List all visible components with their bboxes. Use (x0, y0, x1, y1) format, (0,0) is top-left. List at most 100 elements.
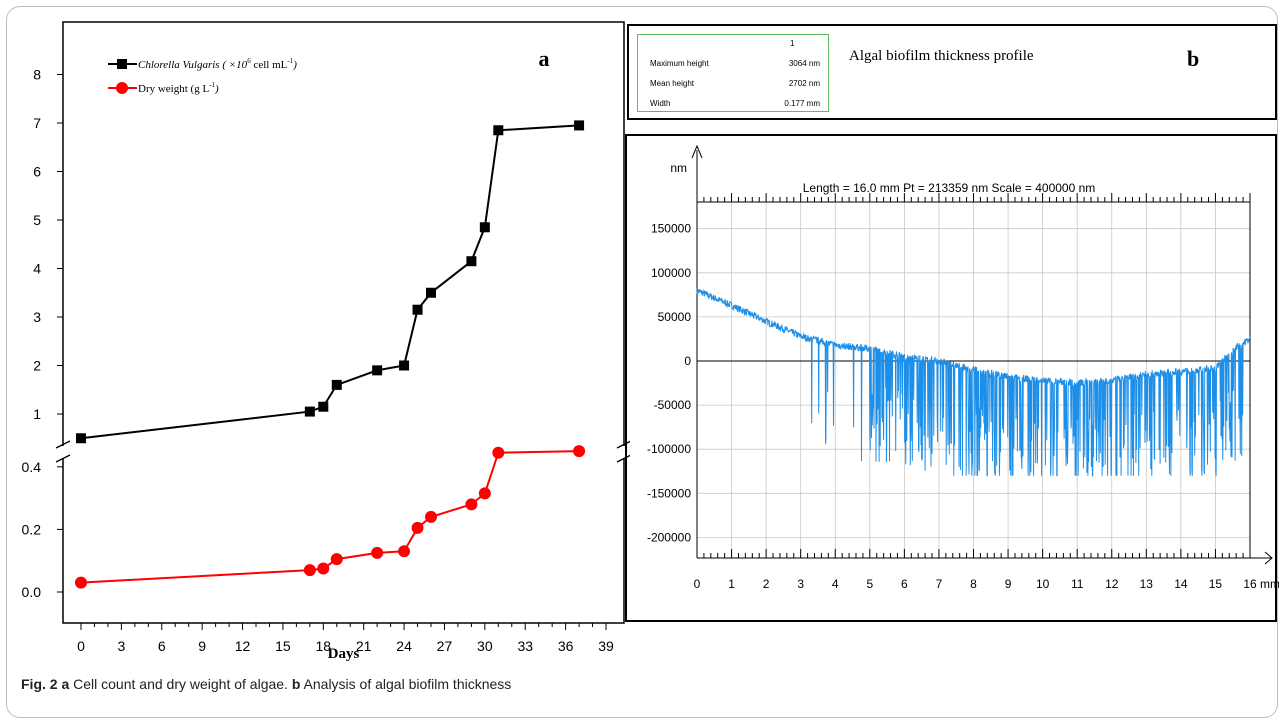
y-tick-label: 8 (33, 67, 41, 83)
data-point (372, 365, 383, 376)
caption-text-a: Cell count and dry weight of algae. (73, 676, 288, 692)
data-point (412, 304, 423, 315)
data-point (303, 564, 316, 577)
data-point (318, 401, 329, 412)
x-tick-label: 15 (1209, 577, 1223, 591)
data-point (330, 553, 343, 566)
x-axis-arrow (1264, 551, 1273, 565)
chart-b: 0 1 2 3 4 5 6 7 8 9 10 11 12 13 14 15 16 mm15000010000050… (647, 144, 1279, 591)
x-tick-label: 2 (763, 577, 770, 591)
data-point (398, 545, 411, 558)
x-unit-label: mm (1260, 577, 1279, 591)
panel-b-letter: b (1187, 46, 1200, 71)
data-point (76, 433, 86, 444)
profile-trace (696, 287, 1251, 478)
x-tick-label: 4 (832, 577, 839, 591)
x-tick-label: 0 (77, 638, 85, 654)
x-tick-label: 9 (1005, 577, 1012, 591)
y-tick-label: -50000 (654, 398, 692, 412)
data-point (478, 487, 491, 500)
caption-letter-b: b (291, 676, 301, 692)
y-tick-label: 7 (33, 115, 41, 131)
data-point (331, 379, 342, 390)
data-point (479, 222, 490, 233)
stats-label: Maximum height (650, 59, 709, 68)
panel-a-letter: a (539, 46, 550, 71)
panel-b-title: Algal biofilm thickness profile (849, 48, 1034, 64)
x-tick-label: 15 (275, 638, 291, 654)
data-point (492, 446, 505, 459)
y-tick-label: -200000 (647, 530, 691, 544)
y-tick-label: 0.2 (22, 521, 42, 537)
x-tick-label: 36 (558, 638, 574, 654)
x-tick-label: 7 (936, 577, 943, 591)
caption-letter-a: a (61, 676, 70, 692)
stats-value: 3064 nm (788, 59, 820, 68)
x-axis-label: Days (328, 646, 360, 662)
stats-column-header: 1 (790, 39, 795, 48)
axis-break-mark (55, 440, 71, 449)
plot-area (62, 21, 625, 624)
y-tick-label: 100000 (651, 266, 691, 280)
y-tick-label: 50000 (658, 310, 692, 324)
legend-label: Dry weight (g L-1) (138, 81, 219, 95)
x-tick-label: 10 (1036, 577, 1050, 591)
x-tick-label: 21 (356, 638, 372, 654)
x-tick-label: 30 (477, 638, 493, 654)
data-point (426, 287, 436, 298)
stats-label: Mean height (650, 79, 695, 88)
legend-marker (117, 59, 127, 69)
y-tick-label: 0 (684, 354, 691, 368)
caption-text-b: Analysis of algal biofilm thickness (303, 676, 512, 692)
x-tick-label: 6 (901, 577, 908, 591)
figure-frame (6, 6, 1278, 718)
y-axis-arrow (691, 144, 703, 159)
legend-label: Chlorella Vulgaris ( ×106 cell mL-1) (138, 57, 297, 71)
series-line (80, 450, 580, 584)
axis-break-mark (55, 454, 71, 463)
x-tick-label: 5 (866, 577, 873, 591)
x-tick-label: 9 (198, 638, 206, 654)
x-tick-label: 12 (235, 638, 251, 654)
y-tick-label: -100000 (647, 442, 691, 456)
x-tick-label: 11 (1071, 577, 1084, 591)
data-point (371, 546, 384, 559)
stats-value: 0.177 mm (784, 99, 820, 108)
data-point (466, 256, 477, 267)
y-tick-label: 150000 (651, 222, 691, 236)
y-tick-label: 4 (33, 261, 41, 277)
legend-marker (116, 82, 128, 94)
stats-row: Mean height 2702 nm (650, 79, 820, 88)
data-point (304, 406, 315, 417)
x-tick-label: 39 (598, 638, 614, 654)
x-tick-label: 12 (1105, 577, 1119, 591)
data-point (493, 125, 504, 136)
stats-row: Maximum height 3064 nm (650, 59, 820, 68)
y-tick-label: 0.0 (22, 584, 42, 600)
data-point (574, 120, 585, 131)
axis-break-mark (616, 440, 630, 449)
y-unit-label: nm (670, 161, 687, 175)
x-tick-label: 6 (158, 638, 166, 654)
x-tick-label: 3 (797, 577, 804, 591)
figure-caption: Fig. 2 a Cell count and dry weight of al… (21, 676, 511, 692)
x-tick-label: 16 (1243, 577, 1257, 591)
caption-label: Fig. 2 (21, 676, 58, 692)
axis-break-gap (618, 446, 630, 458)
panel-b-profile: 0 1 2 3 4 5 6 7 8 9 10 11 12 13 14 15 16 mm 150000 100000 50… (625, 134, 1279, 622)
y-tick-label: 0.4 (22, 459, 42, 475)
x-tick-label: 14 (1174, 577, 1188, 591)
y-tick-label: 1 (33, 406, 41, 422)
y-tick-label: 6 (33, 164, 41, 180)
x-tick-label: 33 (517, 638, 533, 654)
stats-value: 2702 nm (788, 79, 820, 88)
profile-annotation: Length = 16.0 mm Pt = 213359 nm Scale = … (803, 181, 1096, 195)
series-line (80, 124, 580, 440)
x-tick-label: 27 (437, 638, 453, 654)
data-point (425, 510, 437, 523)
y-tick-label: -150000 (647, 486, 691, 500)
data-point (573, 445, 586, 458)
data-point (317, 562, 330, 575)
stats-row: Width 0.177 mm (650, 99, 820, 108)
